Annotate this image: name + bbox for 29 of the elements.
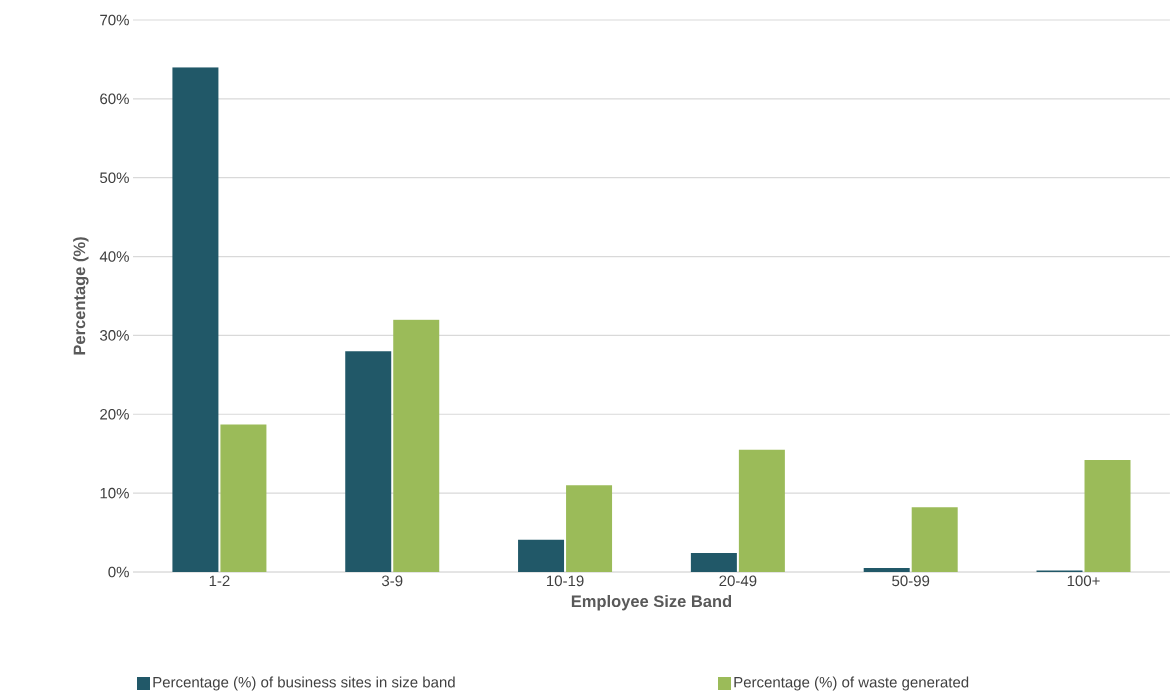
x-tick-label: 3-9 bbox=[381, 575, 403, 587]
x-tick-label: 50-99 bbox=[892, 575, 930, 587]
bar bbox=[911, 507, 958, 572]
y-tick-label: 30% bbox=[100, 330, 129, 341]
x-tick-label: 10-19 bbox=[547, 575, 584, 587]
x-axis-title: Employee Size Band bbox=[571, 595, 732, 611]
x-tick-label: 20-49 bbox=[719, 575, 757, 587]
y-tick-label: 20% bbox=[100, 408, 129, 420]
y-axis-title: Percentage (%) bbox=[73, 237, 89, 355]
y-tick-label: 10% bbox=[100, 487, 129, 499]
bar bbox=[738, 449, 785, 572]
bar bbox=[690, 553, 737, 572]
y-tick-label: 0% bbox=[108, 566, 129, 578]
bar bbox=[863, 568, 910, 572]
x-tick-label: 100+ bbox=[1067, 575, 1100, 587]
x-tick-label: 1-2 bbox=[209, 575, 230, 586]
bar bbox=[393, 319, 440, 572]
bar bbox=[1084, 460, 1131, 572]
bar bbox=[345, 351, 392, 572]
bar bbox=[220, 424, 267, 572]
bar bbox=[518, 539, 565, 572]
bar bbox=[172, 67, 219, 572]
y-tick-label: 40% bbox=[99, 251, 129, 262]
bar bbox=[566, 485, 613, 572]
y-tick-label: 70% bbox=[100, 14, 129, 26]
y-tick-label: 60% bbox=[100, 93, 129, 105]
legend-label: Percentage (%) of business sites in size band bbox=[153, 676, 455, 691]
y-tick-label: 50% bbox=[100, 172, 129, 184]
legend-label: Percentage (%) of waste generated bbox=[734, 676, 969, 691]
